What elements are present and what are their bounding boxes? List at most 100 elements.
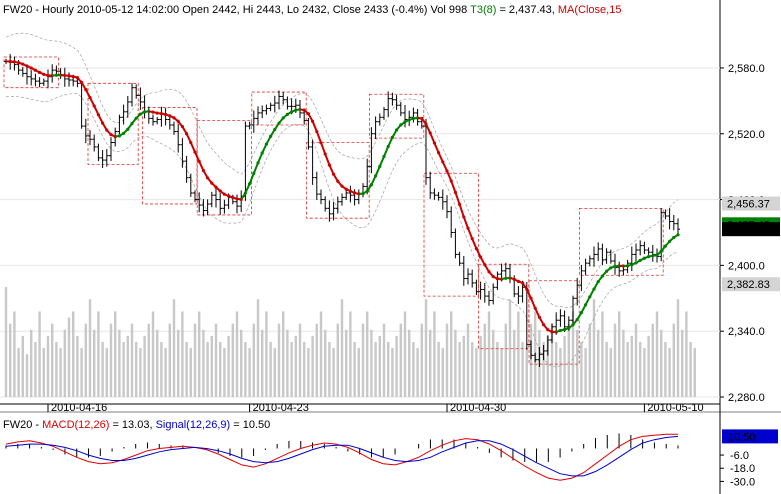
ohlc-bar: [529, 340, 533, 360]
ohlc-bars: [4, 54, 680, 367]
volume-bars: [4, 287, 696, 397]
ohlc-bar: [487, 290, 491, 306]
t3-segment: [257, 152, 264, 164]
ohlc-bar: [310, 139, 315, 185]
ohlc-bar: [667, 208, 672, 230]
header-t3-label: T3(8): [470, 4, 496, 16]
t3-segment: [429, 132, 436, 144]
t3-segment: [93, 105, 100, 116]
header-datetime: 2010-05-12 14:02:00: [77, 4, 179, 16]
volume-bar: [214, 323, 218, 397]
header-high: Hi 2443: [243, 4, 281, 16]
volume-bar: [387, 342, 390, 397]
ohlc-bar: [272, 95, 277, 113]
ohlc-bar: [134, 84, 139, 99]
t3-segment: [471, 238, 478, 249]
volume-bar: [437, 342, 440, 397]
ohlc-bar: [117, 114, 122, 135]
volume-bar: [256, 299, 260, 397]
volume-bar: [88, 299, 92, 397]
volume-bar: [345, 329, 348, 397]
volume-bar: [294, 335, 297, 397]
t3-segment: [185, 133, 192, 144]
t3-segment: [530, 297, 537, 309]
ohlc-bar: [201, 199, 206, 217]
volume-bar: [555, 342, 558, 397]
volume-bar: [298, 323, 302, 397]
ohlc-bar: [634, 243, 638, 261]
time-axis: 2010-04-16 2010-04-23 2010-04-30 2010-05-10: [47, 402, 704, 414]
volume-bar: [639, 342, 642, 397]
ohlc-bar: [516, 285, 521, 304]
ohlc-bar: [96, 143, 101, 162]
swing-box: [87, 82, 139, 165]
volume-bar: [248, 348, 251, 397]
volume-bar: [277, 323, 281, 397]
ohlc-bar: [537, 346, 542, 367]
t3-segment: [261, 143, 268, 154]
macd-header-symbol: FW20 -: [3, 419, 39, 431]
swing-box: [368, 93, 425, 139]
volume-bar: [664, 342, 667, 397]
time-tick-label: 2010-04-30: [450, 402, 506, 414]
ohlc-bar: [608, 249, 613, 264]
header-close: Close 2433 (-0.4%): [333, 4, 428, 16]
ohlc-bar: [491, 283, 496, 305]
volume-bar: [630, 335, 633, 397]
ohlc-bar: [579, 264, 584, 292]
ohlc-bar: [37, 77, 42, 88]
volume-bar: [521, 342, 524, 397]
macd-tick-label: -6.0: [730, 450, 749, 462]
ohlc-bar: [109, 137, 113, 161]
ohlc-bar: [541, 345, 546, 361]
volume-bar: [689, 342, 692, 397]
ohlc-bar: [256, 106, 260, 125]
volume-bar: [13, 311, 16, 397]
envelope-lower: [5, 93, 679, 368]
volume-bar: [223, 348, 226, 397]
t3-line: [5, 59, 680, 334]
ohlc-bar: [323, 196, 328, 212]
volume-bar: [168, 323, 171, 397]
t3-segment: [244, 183, 251, 194]
ohlc-bar: [247, 121, 252, 130]
header-volume: Vol 998: [431, 4, 468, 16]
header-ma-label: MA(Close,15: [558, 4, 622, 16]
macd-header-macd-value: = 13.03,: [112, 419, 152, 431]
ohlc-bar: [184, 155, 189, 183]
ohlc-bar: [587, 255, 592, 267]
volume-bar: [672, 323, 675, 397]
t3-segment: [311, 120, 318, 132]
ohlc-bar: [461, 255, 466, 286]
volume-bar: [441, 348, 444, 397]
volume-bar: [416, 348, 419, 397]
volume-bar: [492, 329, 495, 397]
volume-bar: [681, 329, 684, 397]
time-tick-label: 2010-05-10: [647, 402, 703, 414]
swing-box: [528, 280, 580, 365]
volume-bar: [151, 311, 155, 397]
volume-bar: [592, 299, 596, 397]
volume-bar: [38, 311, 41, 397]
macd-plot: [5, 433, 679, 481]
t3-segment: [437, 152, 444, 163]
volume-bar: [240, 329, 243, 397]
volume-bar: [4, 287, 8, 397]
price-tag-label: 2,433: [727, 224, 755, 236]
ohlc-bar: [264, 104, 269, 115]
volume-bar: [567, 323, 570, 397]
ohlc-bar: [394, 95, 399, 110]
volume-bar: [412, 342, 415, 397]
ohlc-bar: [474, 279, 479, 295]
macd-axis: -6.0-18.0-30.0 10.50: [720, 429, 778, 488]
swing-box: [579, 207, 664, 276]
time-tick-label: 2010-04-16: [51, 402, 107, 414]
ohlc-bar: [125, 96, 130, 118]
ohlc-bar: [424, 118, 428, 185]
ohlc-bar: [218, 192, 223, 215]
ohlc-bar: [676, 218, 680, 235]
price-tag-box: [722, 277, 780, 292]
volume-bar: [475, 348, 478, 397]
t3-segment: [525, 288, 532, 299]
